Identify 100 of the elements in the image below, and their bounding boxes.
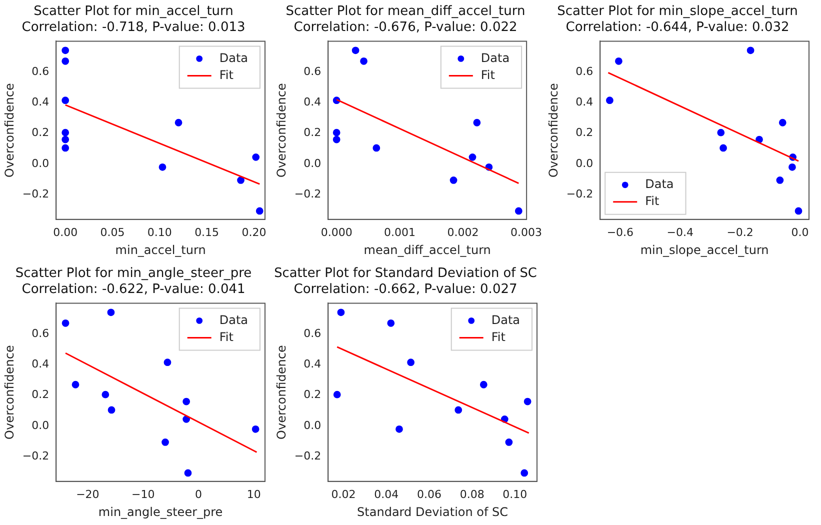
point xyxy=(252,153,260,161)
chart-subtitle: Correlation: -0.622, P-value: 0.041 xyxy=(22,282,246,297)
y-tick-label: 0.2 xyxy=(32,388,50,402)
point xyxy=(524,398,532,406)
y-axis-title: Overconfidence xyxy=(2,83,16,178)
point xyxy=(62,128,70,136)
point xyxy=(480,380,488,388)
point xyxy=(454,406,462,414)
point xyxy=(72,380,80,388)
y-tick-label: 0.6 xyxy=(32,64,50,78)
point xyxy=(514,207,522,215)
y-tick-label: 0.2 xyxy=(32,126,50,140)
point xyxy=(788,163,796,171)
point xyxy=(372,144,380,152)
y-axis-title: Overconfidence xyxy=(2,345,16,440)
x-tick-label: −0.2 xyxy=(726,226,754,239)
chart-subtitle: Correlation: -0.718, P-value: 0.013 xyxy=(22,20,246,35)
point xyxy=(174,118,182,126)
y-tick-label: −0.2 xyxy=(22,450,50,463)
y-tick-label: 0.2 xyxy=(304,388,322,402)
x-tick-label: 10 xyxy=(246,488,261,501)
chart-title: Scatter Plot for mean_diff_accel_turn xyxy=(286,4,526,20)
point xyxy=(360,57,368,65)
y-tick-label: 0.4 xyxy=(304,358,322,371)
point xyxy=(794,207,802,215)
point xyxy=(520,469,528,477)
y-tick-label: 0.2 xyxy=(576,126,594,140)
point xyxy=(352,46,360,54)
y-tick-label: −0.2 xyxy=(294,450,322,463)
x-tick-label: 0.003 xyxy=(510,226,542,239)
point xyxy=(332,136,340,144)
y-tick-label: 0.4 xyxy=(32,358,50,371)
point xyxy=(182,398,190,406)
point xyxy=(62,57,70,65)
point xyxy=(746,46,754,54)
chart-title: Scatter Plot for Standard Deviation of SC xyxy=(274,266,537,282)
legend-label: Fit xyxy=(491,330,506,344)
y-tick-label: 0.4 xyxy=(576,96,594,109)
y-tick-label: 0.0 xyxy=(32,156,50,170)
x-tick-label: 0.10 xyxy=(147,226,172,239)
point xyxy=(107,308,115,316)
y-tick-label: 0.6 xyxy=(304,64,322,78)
point xyxy=(62,46,70,54)
x-axis-title: min_slope_accel_turn xyxy=(640,242,769,257)
point xyxy=(450,176,458,184)
x-tick-label: −0.6 xyxy=(606,226,634,239)
legend-label: Fit xyxy=(645,194,660,208)
legend-label: Data xyxy=(645,177,674,192)
point xyxy=(184,469,192,477)
y-axis-title: Overconfidence xyxy=(546,83,560,178)
y-axis-title: Overconfidence xyxy=(274,345,288,440)
y-tick-label: 0.6 xyxy=(576,64,594,78)
point xyxy=(717,128,725,136)
point xyxy=(333,390,341,398)
x-axis-title: Standard Deviation of SC xyxy=(357,504,508,519)
chart-title: Scatter Plot for min_slope_accel_turn xyxy=(557,4,798,20)
x-tick-label: 0 xyxy=(195,488,202,501)
point xyxy=(164,358,172,366)
x-axis-title: min_angle_steer_pre xyxy=(98,504,223,519)
point xyxy=(468,153,476,161)
chart-subtitle: Correlation: -0.662, P-value: 0.027 xyxy=(294,282,518,297)
x-tick-label: 0.000 xyxy=(320,226,352,239)
x-axis-title: mean_diff_accel_turn xyxy=(364,242,491,257)
point xyxy=(387,319,395,327)
point xyxy=(237,176,244,184)
point xyxy=(102,390,110,398)
x-tick-label: 0.05 xyxy=(100,226,125,239)
legend-label: Data xyxy=(219,312,248,327)
legend-label: Fit xyxy=(480,68,496,82)
point xyxy=(473,118,481,126)
y-tick-label: 0.6 xyxy=(304,326,322,340)
y-tick-label: 0.4 xyxy=(32,96,50,109)
x-tick-label: 0.08 xyxy=(460,488,484,501)
x-tick-label: 0.00 xyxy=(53,226,78,239)
y-tick-label: 0.4 xyxy=(304,96,322,109)
legend-label: Fit xyxy=(219,330,234,344)
chart-subtitle: Correlation: -0.644, P-value: 0.032 xyxy=(566,20,790,35)
x-tick-label: 0.20 xyxy=(242,226,266,239)
point xyxy=(62,319,70,327)
point xyxy=(407,358,415,366)
chart-title: Scatter Plot for min_angle_steer_pre xyxy=(15,266,252,282)
y-tick-label: 0.0 xyxy=(32,418,50,432)
y-axis-title: Overconfidence xyxy=(274,83,288,178)
point xyxy=(162,438,169,446)
y-tick-label: 0.2 xyxy=(304,126,322,140)
legend-label: Data xyxy=(219,50,248,65)
point xyxy=(62,136,70,144)
x-tick-label: 0.15 xyxy=(194,226,220,239)
x-tick-label: −20 xyxy=(76,488,100,501)
point xyxy=(252,425,260,433)
point xyxy=(606,96,614,104)
point xyxy=(62,144,70,152)
point xyxy=(158,163,166,171)
x-tick-label: 0.0 xyxy=(791,226,809,239)
x-tick-label: 0.02 xyxy=(331,488,356,501)
x-tick-label: −10 xyxy=(131,488,155,501)
x-tick-label: 0.04 xyxy=(374,488,399,501)
point xyxy=(332,128,340,136)
chart-subtitle: Correlation: -0.676, P-value: 0.022 xyxy=(294,20,518,35)
x-tick-label: 0.002 xyxy=(447,226,479,239)
